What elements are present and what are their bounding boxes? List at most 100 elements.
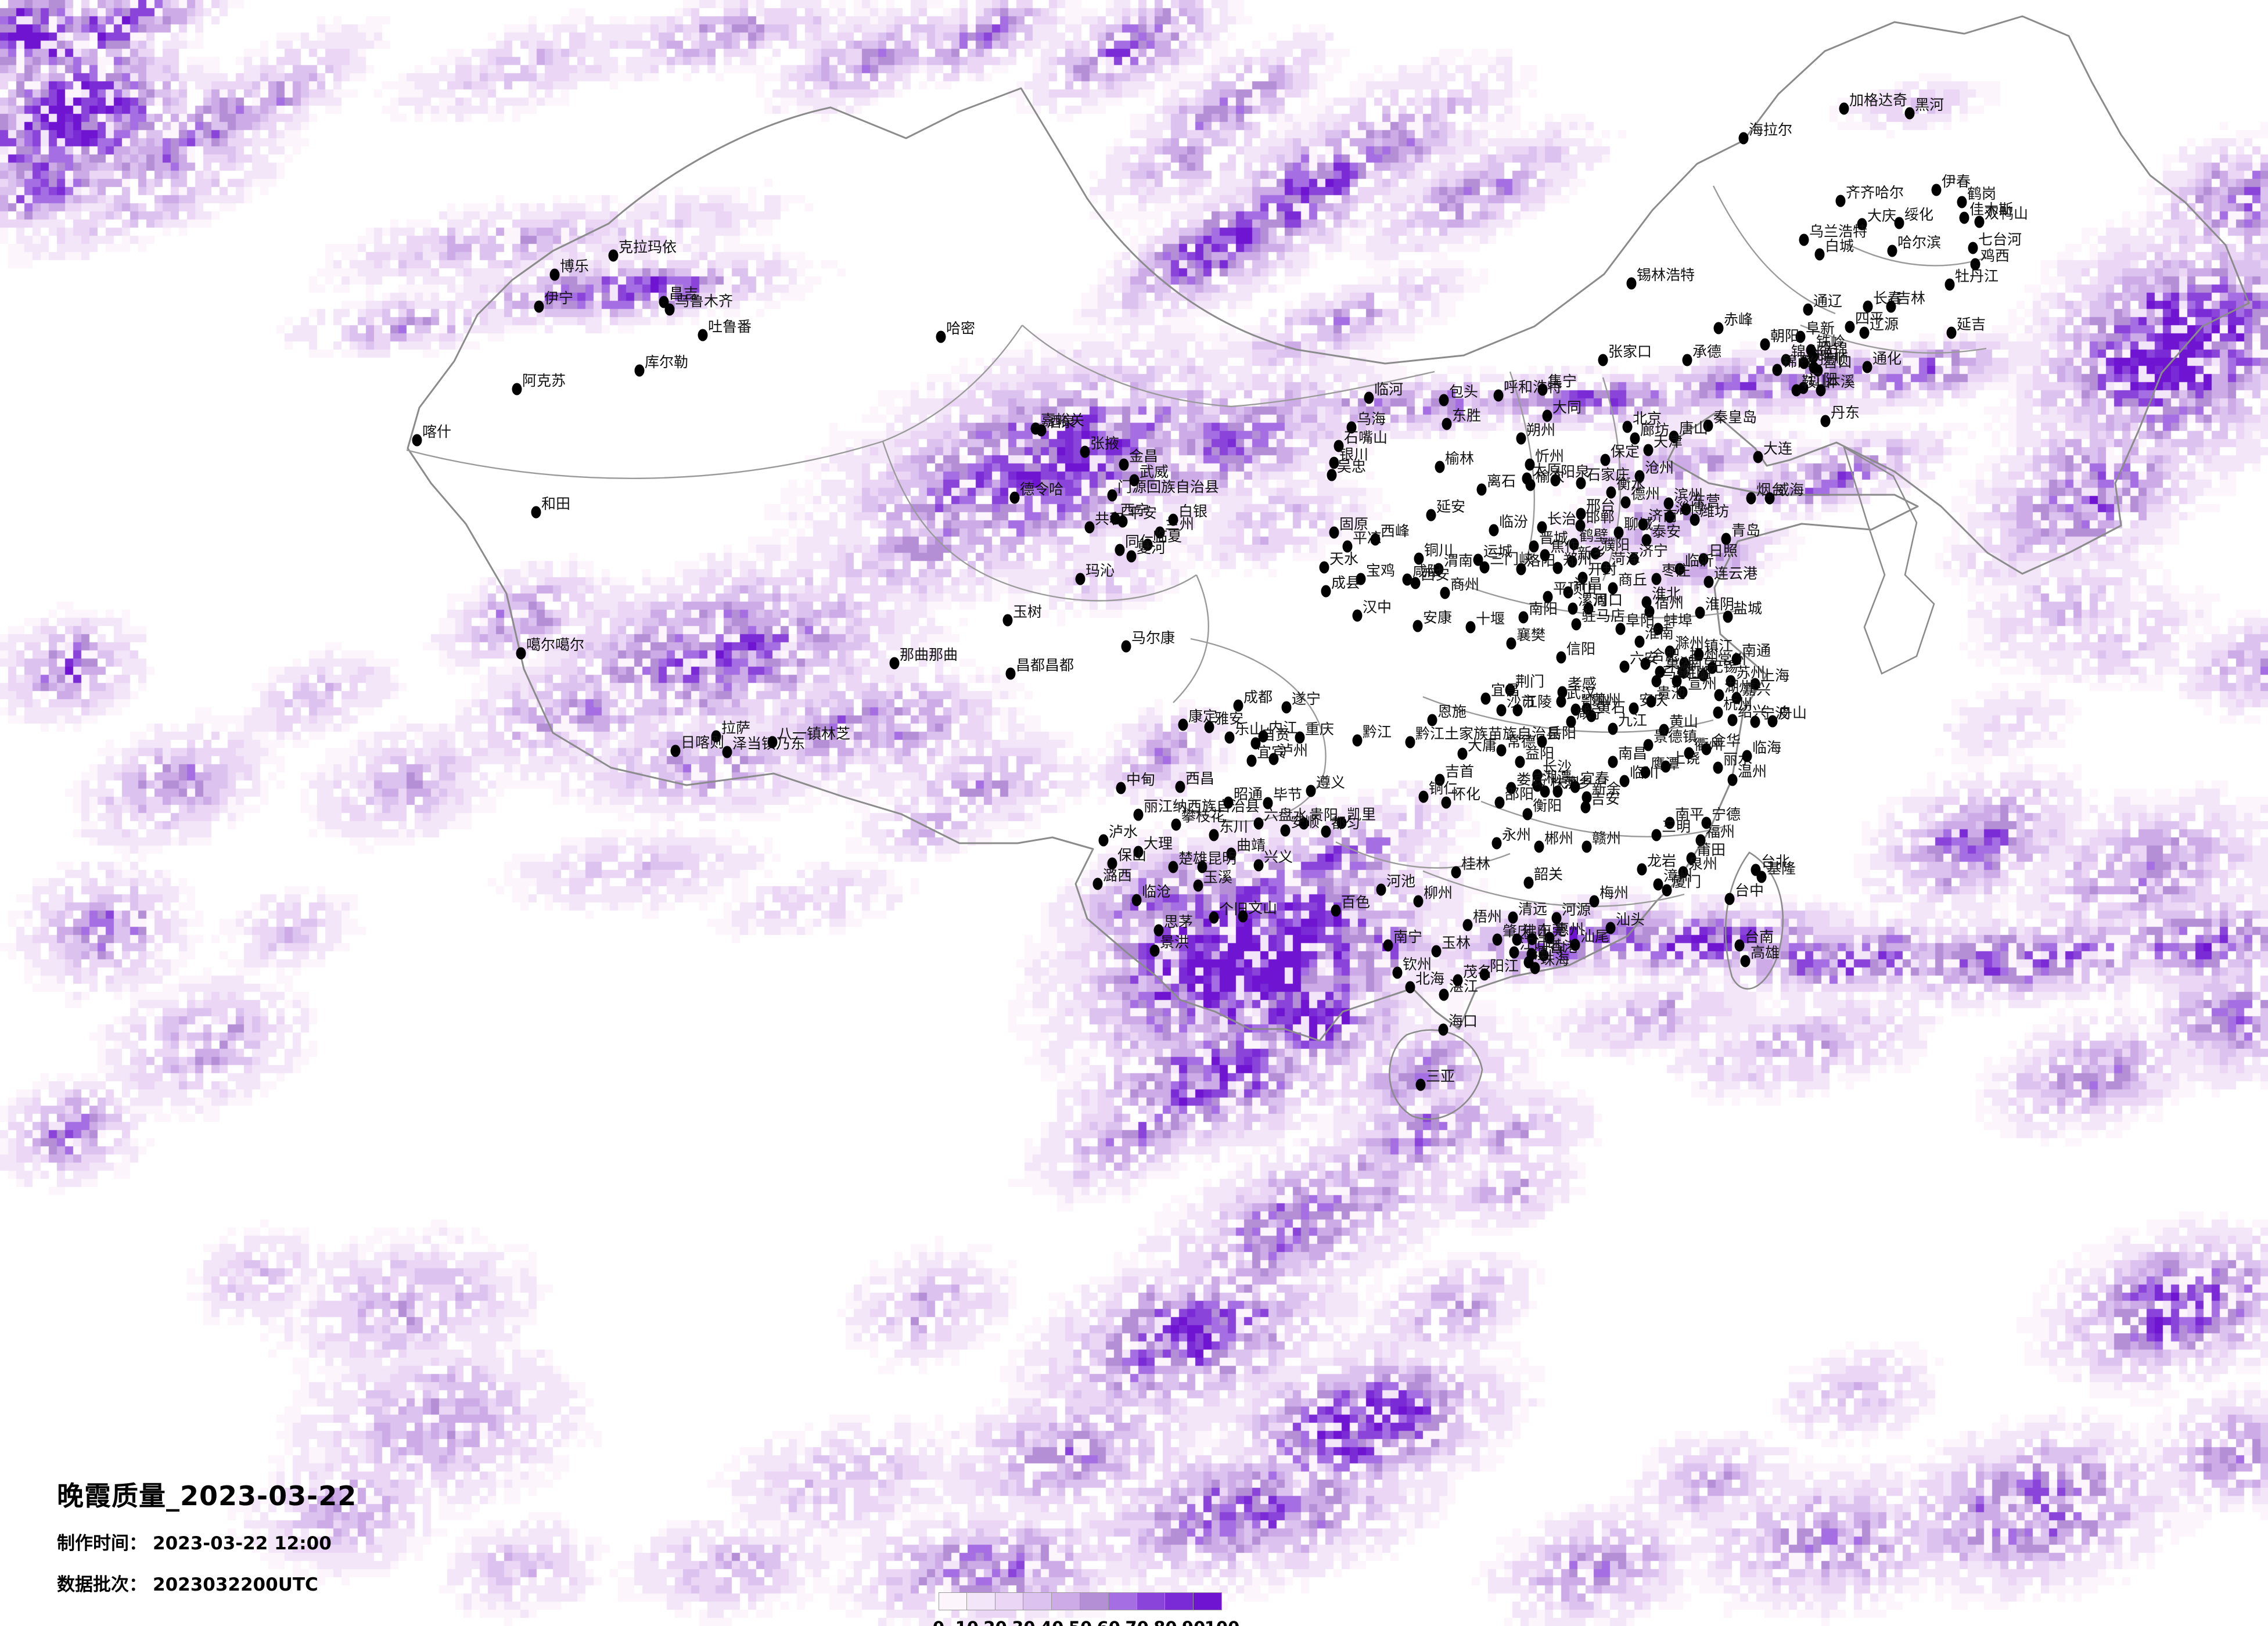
city-dot [1740, 955, 1751, 967]
city-label: 临河 [1374, 381, 1404, 398]
city-dot [1098, 834, 1109, 847]
city-label: 平顶山 [1553, 580, 1597, 597]
city-label: 梧州 [1473, 908, 1503, 925]
city-dot [1682, 354, 1692, 366]
city-dot [1835, 195, 1846, 207]
city-dot [1431, 945, 1442, 958]
legend-tick-label: 90 [1182, 1618, 1205, 1626]
city-label: 遂宁 [1292, 690, 1321, 707]
city-label: 阿克苏 [522, 372, 566, 389]
city-dot [1931, 184, 1942, 196]
city-dot [1005, 667, 1016, 680]
city-dot [1370, 533, 1381, 546]
city-label: 晋城 [1539, 530, 1569, 546]
city-dot [1084, 521, 1095, 534]
city-label: 景洪 [1160, 934, 1189, 951]
city-dot [1703, 575, 1714, 588]
city-label: 临沧 [1142, 883, 1171, 900]
city-dot [1608, 722, 1618, 735]
city-dot [1550, 474, 1561, 487]
city-label: 夏河 [1137, 539, 1166, 556]
city-dot [1413, 895, 1424, 908]
city-dot [1224, 731, 1235, 744]
city-label: 台中 [1735, 882, 1764, 899]
city-dot [1690, 513, 1700, 526]
city-label: 吴忠 [1337, 458, 1367, 475]
city-label: 重庆 [1305, 721, 1335, 738]
city-dot [1119, 458, 1129, 471]
city-label: 龙岩 [1647, 852, 1677, 869]
city-dot [1440, 587, 1450, 599]
city-dot [1168, 513, 1178, 526]
city-dot [664, 303, 675, 316]
city-dot [1492, 933, 1503, 946]
city-dot [1280, 824, 1291, 837]
city-dot [1646, 695, 1656, 708]
legend-color-box [1080, 1592, 1109, 1610]
legend-tick-label: 50 [1069, 1618, 1092, 1626]
city-dot [1637, 863, 1647, 876]
city-dot [1608, 756, 1618, 768]
city-dot [1620, 496, 1631, 509]
city-label: 邵阳 [1505, 786, 1534, 803]
city-label: 德州 [1631, 485, 1660, 502]
city-label: 泸州 [1279, 742, 1309, 759]
data-batch-value: 2023032200UTC [153, 1574, 318, 1595]
city-dot [1438, 1023, 1448, 1036]
city-label: 辽源 [1870, 316, 1899, 333]
city-dot [1615, 623, 1626, 635]
city-label: 那曲那曲 [900, 646, 958, 663]
data-batch-line: 数据批次： 2023032200UTC [57, 1570, 357, 1596]
city-dot [1556, 651, 1566, 664]
city-dot [516, 647, 526, 660]
city-dot [1465, 621, 1476, 634]
city-label: 马尔康 [1131, 629, 1176, 646]
city-label: 离石 [1487, 473, 1516, 490]
city-dot [1662, 884, 1672, 897]
city-dot [1570, 938, 1580, 951]
city-dot [1959, 211, 1969, 224]
city-dot [1246, 754, 1257, 767]
city-dot [889, 657, 900, 670]
city-label: 宣州 [1688, 675, 1717, 692]
legend-tick-label: 0 [933, 1618, 944, 1626]
map-title: 晚霞质量_2023-03-22 [57, 1480, 357, 1512]
city-dot [1605, 922, 1616, 934]
city-label: 日喀则 [681, 734, 725, 751]
city-dot [1859, 326, 1870, 339]
city-dot [1764, 492, 1775, 505]
city-label: 清远 [1518, 901, 1548, 918]
city-dot [1523, 876, 1534, 889]
city-dot [1576, 508, 1586, 520]
city-label: 衡阳 [1533, 797, 1562, 814]
city-label: 唐山 [1679, 420, 1709, 437]
city-label: 中甸 [1126, 771, 1156, 788]
city-label: 忻州 [1535, 448, 1565, 465]
city-dot [1626, 277, 1637, 290]
city-dot [1462, 919, 1473, 931]
city-label: 南宁 [1393, 929, 1423, 945]
city-dot [1418, 790, 1429, 803]
city-label: 文山 [1248, 900, 1278, 916]
city-dot [1814, 248, 1825, 261]
city-label: 南昌 [1618, 745, 1648, 762]
city-dot [1640, 657, 1651, 670]
city-dot [1734, 939, 1745, 952]
city-label: 泸水 [1109, 823, 1138, 840]
city-label: 加格达奇 [1849, 92, 1908, 109]
city-label: 通辽 [1813, 293, 1843, 310]
city-dot [1392, 966, 1403, 979]
city-dot [1376, 883, 1386, 896]
production-time-line: 制作时间： 2023-03-22 12:00 [57, 1528, 357, 1555]
city-label: 乌鲁木齐 [675, 293, 734, 310]
city-dot [1306, 785, 1316, 797]
city-label: 海口 [1448, 1013, 1478, 1030]
city-label: 岳阳 [1547, 725, 1577, 742]
city-label: 西安 [1421, 566, 1450, 583]
city-dot [1515, 756, 1525, 768]
city-label: 德令哈 [1020, 481, 1064, 498]
city-label: 吉安 [1591, 790, 1620, 807]
city-label: 桂林 [1461, 855, 1491, 872]
city-dot [1525, 479, 1536, 491]
city-dot [1701, 743, 1712, 756]
